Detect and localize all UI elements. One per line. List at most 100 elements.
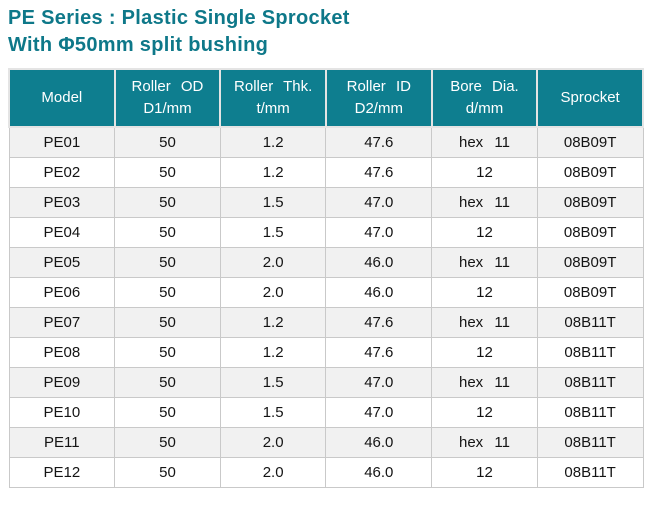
table-cell: 08B11T [536, 396, 644, 428]
table-cell: 2.0 [219, 426, 327, 458]
table-cell: 46.0 [325, 246, 433, 278]
table-cell: 50 [114, 396, 221, 428]
table-row: PE09 50 1.5 47.0 hex 11 08B11T [8, 366, 644, 398]
table-cell: 08B09T [536, 276, 644, 308]
page-title: PE Series : Plastic Single Sprocket With… [8, 5, 662, 59]
table-cell: hex 11 [431, 366, 538, 398]
title-line-1: PE Series : Plastic Single Sprocket [8, 7, 350, 29]
table-cell: 46.0 [325, 426, 433, 458]
table-cell: 1.5 [219, 186, 327, 218]
table-cell: PE09 [8, 366, 116, 398]
table-cell: 12 [431, 216, 538, 248]
table-cell: 1.2 [219, 156, 327, 188]
column-header-sublabel: d/mm [465, 100, 504, 117]
table-cell: 08B09T [536, 156, 644, 188]
table-row: PE11 50 2.0 46.0 hex 11 08B11T [8, 426, 644, 458]
column-header-sprocket: Sprocket [536, 68, 644, 128]
table-cell: PE10 [8, 396, 116, 428]
table-cell: 2.0 [219, 276, 327, 308]
table-cell: 50 [114, 426, 221, 458]
table-cell: 12 [431, 456, 538, 488]
table-cell: PE08 [8, 336, 116, 368]
table-cell: 47.6 [325, 156, 433, 188]
table-cell: 50 [114, 246, 221, 278]
table-row: PE12 50 2.0 46.0 12 08B11T [8, 456, 644, 488]
table-cell: 08B11T [536, 336, 644, 368]
table-cell: 47.0 [325, 216, 433, 248]
table-cell: 46.0 [325, 276, 433, 308]
column-header-model: Model [8, 68, 116, 128]
table-row: PE01 50 1.2 47.6 hex 11 08B09T [8, 126, 644, 158]
table-cell: 12 [431, 396, 538, 428]
table-cell: hex 11 [431, 126, 538, 158]
title-line-2: With Φ50mm split bushing [8, 34, 269, 56]
table-cell: 47.0 [325, 186, 433, 218]
table-header: Model Roller OD D1/mm Roller Thk. t/mm R… [8, 68, 644, 128]
table-cell: 50 [114, 336, 221, 368]
table-cell: 12 [431, 336, 538, 368]
page: PE Series : Plastic Single Sprocket With… [0, 5, 662, 488]
column-header-bore-dia: Bore Dia. d/mm [430, 68, 539, 128]
table-cell: 08B11T [536, 426, 644, 458]
table-cell: PE07 [8, 306, 116, 338]
table-row: PE06 50 2.0 46.0 12 08B09T [8, 276, 644, 308]
table-cell: 47.6 [325, 306, 433, 338]
table-cell: 1.2 [219, 126, 327, 158]
table-cell: 08B09T [536, 126, 644, 158]
column-header-sublabel: t/mm [256, 100, 290, 117]
table-row: PE10 50 1.5 47.0 12 08B11T [8, 396, 644, 428]
table-cell: 47.6 [325, 336, 433, 368]
table-row: PE03 50 1.5 47.0 hex 11 08B09T [8, 186, 644, 218]
column-header-label: Roller Thk. [234, 78, 313, 95]
column-header-label: Model [41, 89, 83, 106]
table-cell: 08B09T [536, 216, 644, 248]
table-cell: PE06 [8, 276, 116, 308]
column-header-label: Roller ID [346, 78, 411, 95]
table-row: PE04 50 1.5 47.0 12 08B09T [8, 216, 644, 248]
table-cell: PE05 [8, 246, 116, 278]
table-cell: 50 [114, 186, 221, 218]
table-cell: hex 11 [431, 426, 538, 458]
table-cell: 47.6 [325, 126, 433, 158]
table-cell: PE11 [8, 426, 116, 458]
table-cell: 50 [114, 456, 221, 488]
column-header-label: Sprocket [560, 89, 620, 106]
table-cell: 1.5 [219, 396, 327, 428]
column-header-roller-id: Roller ID D2/mm [324, 68, 433, 128]
table-row: PE08 50 1.2 47.6 12 08B11T [8, 336, 644, 368]
table-cell: 50 [114, 156, 221, 188]
table-cell: 50 [114, 306, 221, 338]
table-cell: 50 [114, 366, 221, 398]
table-cell: 2.0 [219, 246, 327, 278]
table-cell: hex 11 [431, 306, 538, 338]
table-cell: 50 [114, 216, 221, 248]
table-row: PE07 50 1.2 47.6 hex 11 08B11T [8, 306, 644, 338]
column-header-roller-thk: Roller Thk. t/mm [219, 68, 327, 128]
table-cell: 1.5 [219, 216, 327, 248]
table-cell: 08B11T [536, 306, 644, 338]
table-cell: 2.0 [219, 456, 327, 488]
table-body: PE01 50 1.2 47.6 hex 11 08B09T PE02 50 1.2 47.6 12… [8, 126, 644, 488]
table-cell: PE04 [8, 216, 116, 248]
table-cell: 47.0 [325, 366, 433, 398]
table-cell: hex 11 [431, 186, 538, 218]
table-cell: PE02 [8, 156, 116, 188]
table-cell: 1.2 [219, 336, 327, 368]
table-cell: 47.0 [325, 396, 433, 428]
table-cell: 46.0 [325, 456, 433, 488]
table-cell: hex 11 [431, 246, 538, 278]
column-header-sublabel: D2/mm [354, 100, 403, 117]
table-cell: 12 [431, 156, 538, 188]
table-cell: 08B11T [536, 456, 644, 488]
table-cell: 1.5 [219, 366, 327, 398]
column-header-roller-od: Roller OD D1/mm [113, 68, 222, 128]
table-cell: PE12 [8, 456, 116, 488]
table-cell: 50 [114, 276, 221, 308]
table-row: PE05 50 2.0 46.0 hex 11 08B09T [8, 246, 644, 278]
column-header-label: Roller OD [131, 78, 204, 95]
table-cell: 50 [114, 126, 221, 158]
table-cell: 08B09T [536, 246, 644, 278]
table-cell: 08B11T [536, 366, 644, 398]
table-cell: PE03 [8, 186, 116, 218]
table-row: PE02 50 1.2 47.6 12 08B09T [8, 156, 644, 188]
